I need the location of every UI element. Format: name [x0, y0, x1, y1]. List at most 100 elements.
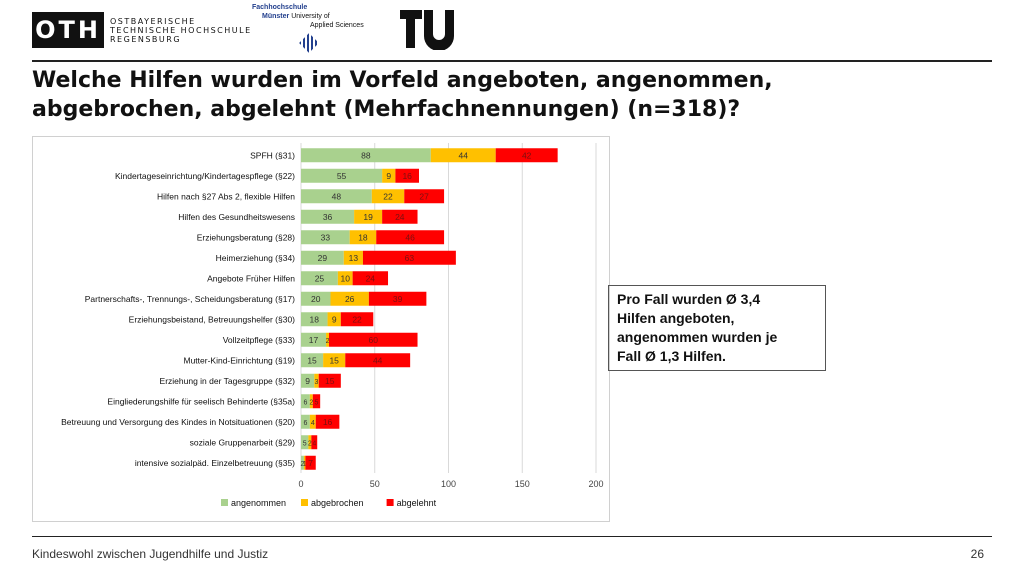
legend-swatch-angenommen: [221, 499, 228, 506]
data-label: 24: [366, 273, 376, 283]
data-label: 9: [386, 171, 391, 181]
bar-segment-angenommen: [301, 373, 315, 388]
tu-berlin-logo: TU berlin: [400, 8, 454, 50]
category-label: Hilfen nach §27 Abs 2, flexible Hilfen: [157, 191, 295, 201]
bar-segment-abgelehnt: [312, 394, 321, 409]
data-label: 19: [363, 212, 373, 222]
oth-logo: OTH: [32, 12, 104, 48]
bar-segment-abgelehnt: [376, 230, 445, 245]
bar-segment-angenommen: [301, 230, 350, 245]
data-label: 6: [303, 420, 307, 427]
bar-segment-abgebrochen: [314, 373, 319, 388]
bar-segment-angenommen: [301, 435, 309, 450]
page-title: Welche Hilfen wurden im Vorfeld angebote…: [32, 66, 992, 124]
data-label: 5: [315, 399, 319, 406]
legend-swatch-abgelehnt: [386, 499, 394, 506]
data-label: 48: [332, 191, 342, 201]
data-label: 3: [315, 379, 319, 386]
data-label: 22: [352, 314, 362, 324]
bar-segment-abgebrochen: [349, 230, 377, 245]
data-label: 29: [318, 253, 328, 263]
data-label: 25: [315, 273, 325, 283]
bar-segment-angenommen: [301, 271, 338, 286]
data-label: 2: [326, 338, 330, 345]
fh-city: Münster: [262, 13, 290, 20]
data-label: 33: [321, 232, 331, 242]
bar-segment-abgelehnt: [345, 353, 411, 368]
bar-segment-abgebrochen: [326, 332, 330, 347]
bar-segment-angenommen: [301, 209, 355, 224]
bar-segment-abgebrochen: [371, 189, 405, 204]
bar-segment-angenommen: [301, 394, 310, 409]
bar-segment-abgelehnt: [311, 435, 318, 450]
data-label: 44: [373, 355, 383, 365]
data-label: 13: [349, 253, 359, 263]
data-label: 10: [341, 273, 351, 283]
page-number: 26: [970, 547, 984, 561]
data-label: 4: [311, 420, 315, 427]
data-label: 27: [419, 191, 429, 201]
bar-segment-abgebrochen: [323, 353, 346, 368]
data-label: 88: [361, 150, 371, 160]
x-tick-label: 100: [441, 479, 456, 489]
bar-segment-abgebrochen: [330, 291, 369, 306]
info-line1: Pro Fall wurden Ø 3,4: [617, 291, 761, 307]
bar-segment-abgelehnt: [368, 291, 427, 306]
data-label: 4: [312, 440, 316, 447]
info-line4: Fall Ø 1,3 Hilfen.: [617, 348, 726, 364]
x-tick-label: 0: [298, 479, 303, 489]
bar-segment-angenommen: [301, 148, 431, 163]
fh-logo-top: Fachhochschule: [252, 4, 308, 11]
bar-segment-abgelehnt: [352, 271, 389, 286]
fh-logo-text: Münster University of Applied Sciences: [262, 12, 364, 30]
data-label: 9: [332, 314, 337, 324]
bar-segment-angenommen: [301, 455, 304, 470]
oth-name-line2: TECHNISCHE HOCHSCHULE: [110, 26, 252, 35]
info-line3: angenommen wurden je: [617, 329, 778, 345]
footer-text: Kindeswohl zwischen Jugendhilfe und Just…: [32, 547, 269, 561]
chart-container: 0 50 100 150 200 SPFH (§31) 88 44 42 Kindertagese…: [32, 136, 610, 522]
data-label: 5: [303, 440, 307, 447]
oth-name-line3: REGENSBURG: [110, 35, 182, 44]
x-tick-label: 200: [588, 479, 603, 489]
bar-segment-abgebrochen: [343, 250, 363, 265]
data-label: 1: [303, 461, 307, 468]
bar-segment-angenommen: [301, 250, 344, 265]
category-label: Betreuung und Versorgung des Kindes in N…: [61, 417, 295, 427]
bar-segment-angenommen: [301, 414, 310, 429]
legend-label: angenommen: [231, 498, 286, 508]
data-label: 7: [308, 458, 313, 468]
category-label: SPFH (§31): [250, 150, 295, 160]
x-tick-label: 50: [370, 479, 380, 489]
page-title-line2: abgebrochen, abgelehnt (Mehrfachnennunge…: [32, 97, 741, 122]
category-label: Vollzeitpflege (§33): [223, 335, 295, 345]
data-label: 36: [323, 212, 333, 222]
oth-logo-text: OTH: [35, 16, 101, 44]
category-label: Erziehungsberatung (§28): [197, 232, 295, 242]
bar-segment-abgelehnt: [395, 168, 419, 183]
data-label: 24: [395, 212, 405, 222]
fh-line1: University of: [291, 13, 330, 20]
data-label: 15: [307, 355, 317, 365]
fh-logo-mark-icon: [299, 33, 319, 53]
category-label: Hilfen des Gesundheitswesens: [178, 212, 295, 222]
bar-segment-abgebrochen: [303, 455, 306, 470]
data-label: 22: [383, 191, 393, 201]
data-label: 18: [310, 314, 320, 324]
category-label: soziale Gruppenarbeit (§29): [190, 437, 296, 447]
oth-name: OSTBAYERISCHE TECHNISCHE HOCHSCHULE REGE…: [110, 17, 252, 44]
bar-segment-abgebrochen: [337, 271, 353, 286]
category-label: Eingliederungshilfe für seelisch Behinde…: [107, 396, 295, 406]
bar-segment-abgebrochen: [309, 414, 316, 429]
category-label: Heimerziehung (§34): [216, 253, 296, 263]
data-label: 39: [393, 294, 403, 304]
bar-segment-angenommen: [301, 332, 327, 347]
data-label: 26: [345, 294, 355, 304]
category-label: Kindertageseinrichtung/Kindertagespflege…: [115, 171, 295, 181]
data-label: 6: [303, 399, 307, 406]
data-label: 2: [308, 440, 312, 447]
bar-segment-abgebrochen: [309, 394, 313, 409]
data-label: 16: [323, 417, 333, 427]
category-label: Angebote Früher Hilfen: [207, 273, 295, 283]
legend-label: abgelehnt: [397, 498, 437, 508]
